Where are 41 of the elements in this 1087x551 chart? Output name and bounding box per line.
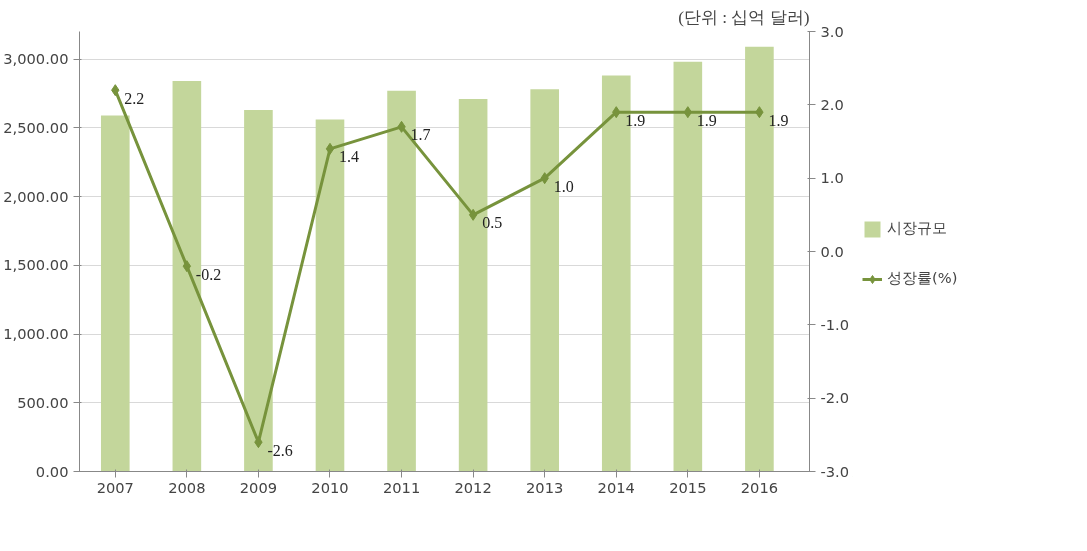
data-label: 1.9: [696, 111, 717, 129]
data-label: -0.2: [195, 265, 222, 283]
x-tick-label: 2014: [597, 478, 635, 496]
x-tick-label: 2015: [669, 478, 707, 496]
data-label: -2.6: [267, 441, 293, 459]
data-label: 0.5: [482, 214, 503, 232]
x-tick-label: 2007: [96, 478, 134, 496]
x-tick-label: 2013: [526, 478, 564, 496]
data-label: 1.9: [768, 111, 789, 129]
y-tick-label: 0.00: [35, 462, 69, 480]
x-tick-label: 2012: [454, 478, 492, 496]
x-tick-label: 2009: [239, 478, 278, 496]
y2-tick-label: -3.0: [820, 462, 850, 480]
x-tick-label: 2011: [382, 478, 421, 496]
point: [182, 260, 192, 273]
data-label: 1.0: [553, 177, 574, 195]
y-tick-label: 3,000.00: [3, 50, 69, 67]
y-tick-label: 2,000.00: [3, 187, 69, 205]
legend-label: 시장규모: [887, 219, 947, 238]
point: [468, 208, 478, 221]
x-tick-label: 2008: [168, 478, 206, 496]
y2-tick-label: -1.0: [820, 315, 850, 333]
bar: [100, 115, 130, 472]
y-tick-label: 500.00: [17, 393, 69, 411]
legend-label: 성장률(%): [887, 269, 958, 288]
y-tick-label: 2,500.00: [3, 118, 69, 136]
y-tick-label: 1,500.00: [3, 256, 69, 274]
y2-tick-label: 2.0: [820, 95, 844, 113]
data-label: 1.9: [625, 111, 646, 129]
x-tick-label: 2016: [740, 478, 779, 496]
point: [325, 142, 335, 155]
y2-tick-label: -2.0: [820, 389, 850, 407]
y2-tick-label: 3.0: [820, 22, 844, 40]
y-tick-label: 1,000.00: [3, 325, 69, 342]
data-label: 1.7: [410, 126, 431, 144]
text: (단위 : 십억 달러): [678, 7, 810, 27]
x-tick-label: 2010: [311, 478, 349, 496]
data-label: 2.2: [124, 89, 145, 107]
y2-tick-label: 0.0: [820, 242, 844, 260]
y2-tick-label: 1.0: [820, 169, 844, 187]
data-label: 1.4: [338, 148, 359, 166]
